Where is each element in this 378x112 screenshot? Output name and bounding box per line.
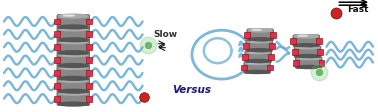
Ellipse shape (59, 64, 88, 67)
FancyBboxPatch shape (244, 62, 271, 73)
FancyBboxPatch shape (270, 32, 276, 38)
FancyBboxPatch shape (294, 46, 321, 58)
Ellipse shape (298, 35, 307, 36)
FancyBboxPatch shape (57, 15, 90, 28)
FancyBboxPatch shape (316, 38, 322, 44)
Ellipse shape (251, 40, 260, 41)
FancyBboxPatch shape (86, 19, 92, 24)
FancyBboxPatch shape (268, 54, 274, 60)
Ellipse shape (59, 66, 88, 69)
Ellipse shape (248, 29, 272, 32)
Ellipse shape (297, 57, 321, 60)
FancyBboxPatch shape (57, 53, 90, 67)
FancyBboxPatch shape (86, 96, 92, 102)
FancyBboxPatch shape (295, 57, 322, 68)
Ellipse shape (297, 65, 321, 69)
FancyBboxPatch shape (243, 43, 249, 49)
Ellipse shape (250, 51, 259, 52)
Ellipse shape (63, 41, 75, 42)
FancyBboxPatch shape (54, 19, 60, 24)
FancyBboxPatch shape (246, 40, 273, 52)
Ellipse shape (59, 25, 88, 29)
FancyBboxPatch shape (318, 49, 323, 55)
FancyBboxPatch shape (86, 83, 92, 89)
Ellipse shape (59, 40, 88, 44)
FancyBboxPatch shape (269, 43, 275, 49)
FancyBboxPatch shape (293, 35, 320, 47)
FancyBboxPatch shape (86, 57, 92, 63)
Ellipse shape (63, 79, 75, 81)
Ellipse shape (246, 51, 270, 54)
FancyBboxPatch shape (54, 96, 60, 102)
Ellipse shape (294, 35, 318, 38)
Ellipse shape (59, 14, 88, 18)
Ellipse shape (59, 76, 88, 80)
Ellipse shape (63, 92, 75, 93)
Ellipse shape (299, 46, 309, 47)
Ellipse shape (296, 46, 319, 49)
FancyBboxPatch shape (242, 54, 248, 60)
Ellipse shape (59, 91, 88, 95)
Ellipse shape (246, 59, 270, 63)
FancyBboxPatch shape (242, 65, 247, 70)
FancyBboxPatch shape (57, 27, 90, 41)
FancyBboxPatch shape (54, 44, 60, 50)
Ellipse shape (63, 15, 75, 16)
FancyBboxPatch shape (54, 83, 60, 89)
FancyBboxPatch shape (293, 60, 299, 66)
Text: Versus: Versus (172, 85, 211, 95)
FancyBboxPatch shape (247, 29, 274, 41)
FancyBboxPatch shape (57, 92, 90, 106)
Ellipse shape (63, 66, 75, 68)
Text: Slow: Slow (153, 30, 178, 39)
FancyBboxPatch shape (292, 49, 297, 55)
Ellipse shape (59, 51, 88, 55)
FancyBboxPatch shape (290, 38, 296, 44)
Ellipse shape (247, 49, 271, 52)
FancyBboxPatch shape (54, 70, 60, 76)
Ellipse shape (63, 54, 75, 55)
Ellipse shape (59, 53, 88, 57)
Ellipse shape (248, 38, 272, 41)
FancyBboxPatch shape (57, 66, 90, 80)
FancyBboxPatch shape (245, 32, 250, 38)
FancyBboxPatch shape (86, 70, 92, 76)
Ellipse shape (59, 78, 88, 82)
Ellipse shape (59, 102, 88, 106)
FancyBboxPatch shape (245, 51, 271, 62)
Ellipse shape (59, 27, 88, 31)
FancyBboxPatch shape (54, 31, 60, 37)
Ellipse shape (59, 38, 88, 42)
FancyBboxPatch shape (54, 57, 60, 63)
Ellipse shape (245, 61, 269, 65)
Ellipse shape (296, 55, 319, 58)
Ellipse shape (245, 70, 269, 73)
Ellipse shape (59, 89, 88, 93)
FancyBboxPatch shape (57, 79, 90, 93)
Ellipse shape (252, 29, 262, 30)
Ellipse shape (63, 28, 75, 29)
FancyBboxPatch shape (319, 60, 324, 66)
Ellipse shape (249, 62, 259, 63)
FancyBboxPatch shape (86, 44, 92, 50)
FancyBboxPatch shape (86, 31, 92, 37)
FancyBboxPatch shape (57, 40, 90, 54)
FancyBboxPatch shape (267, 65, 273, 70)
Ellipse shape (301, 57, 310, 58)
Text: Fast: Fast (347, 5, 369, 14)
Ellipse shape (247, 40, 271, 43)
Ellipse shape (294, 44, 318, 47)
